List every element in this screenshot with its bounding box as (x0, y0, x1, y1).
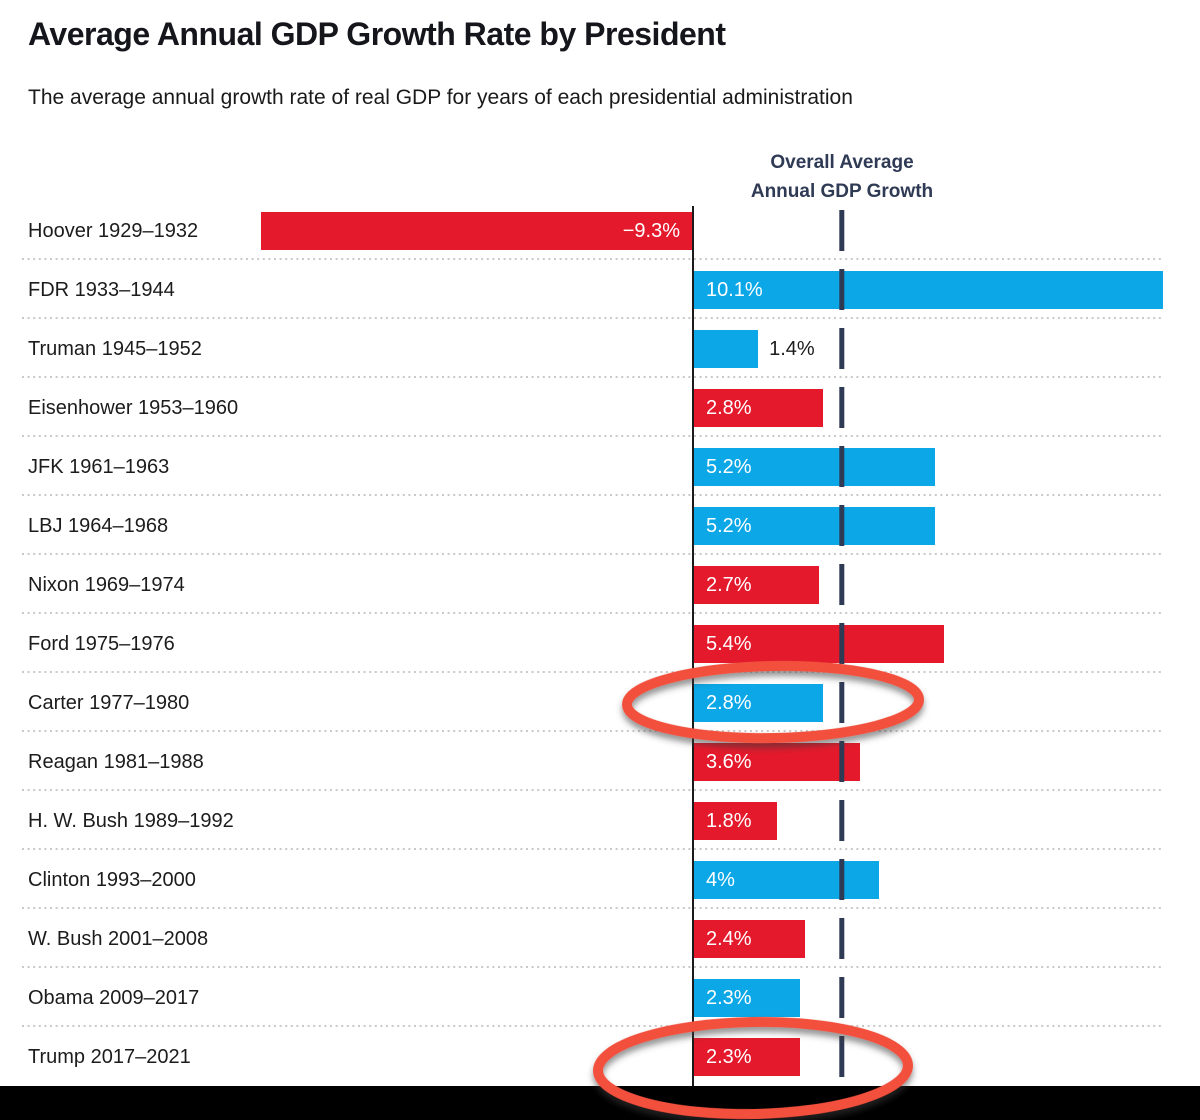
screenshot-bottom-crop (0, 1086, 1200, 1120)
bar-value-label: 2.3% (706, 986, 752, 1009)
president-label: LBJ 1964–1968 (28, 514, 169, 537)
bar-value-label: 2.4% (706, 927, 752, 950)
president-label: Ford 1975–1976 (28, 632, 175, 655)
president-label: H. W. Bush 1989–1992 (28, 809, 234, 832)
gdp-bar: 5.2% (693, 507, 935, 545)
president-label: Nixon 1969–1974 (28, 573, 185, 596)
president-label: Hoover 1929–1932 (28, 219, 199, 242)
bar-value-label: 10.1% (706, 278, 763, 301)
gdp-bar: 3.6% (693, 743, 861, 781)
page-title: Average Annual GDP Growth Rate by Presid… (28, 16, 726, 52)
bar-value-label: 2.3% (706, 1045, 752, 1068)
bar-value-label: 5.4% (706, 632, 752, 655)
president-label: Truman 1945–1952 (28, 337, 202, 360)
gdp-bar: 5.4% (693, 625, 945, 663)
president-label: Reagan 1981–1988 (28, 750, 204, 773)
bar-value-label: 3.6% (706, 750, 752, 773)
president-label: JFK 1961–1963 (28, 455, 170, 478)
gdp-bar: 4% (693, 861, 879, 899)
president-label: Clinton 1993–2000 (28, 868, 196, 891)
gdp-bar: 10.1% (693, 271, 1163, 309)
gdp-bar (693, 330, 759, 368)
bar-value-label: 1.8% (706, 809, 752, 832)
red-circle-annotation (622, 660, 924, 744)
gdp-bar: 2.8% (693, 389, 824, 427)
reference-line-annotation-line2: Annual GDP Growth (750, 181, 934, 202)
president-label: Carter 1977–1980 (28, 691, 190, 714)
president-label: Eisenhower 1953–1960 (28, 396, 239, 419)
gdp-bar: 2.3% (693, 1038, 800, 1076)
bar-value-label: 4% (706, 868, 735, 891)
bar-value-label: 2.7% (706, 573, 752, 596)
gdp-bar: 2.3% (693, 979, 800, 1017)
gdp-bar: 1.8% (693, 802, 777, 840)
president-label: W. Bush 2001–2008 (28, 927, 209, 950)
bar-value-label: 5.2% (706, 455, 752, 478)
bar-value-label: 1.4% (769, 338, 815, 360)
president-label: Obama 2009–2017 (28, 986, 200, 1009)
bar-value-label: 2.8% (706, 396, 752, 419)
reference-line-annotation: Overall Average Annual GDP Growth (692, 148, 992, 206)
bar-value-label: 5.2% (706, 514, 752, 537)
gdp-bar: 2.4% (693, 920, 805, 958)
reference-line-annotation-line1: Overall Average (770, 152, 914, 173)
president-label: Trump 2017–2021 (28, 1045, 191, 1068)
gdp-bar: 2.8% (693, 684, 824, 722)
page-subtitle: The average annual growth rate of real G… (28, 86, 853, 109)
gdp-bar: −9.3% (260, 212, 693, 250)
gdp-bar: 2.7% (693, 566, 819, 604)
bar-value-label: 2.8% (706, 691, 752, 714)
bar-value-label: −9.3% (622, 219, 680, 242)
red-circle-annotation (593, 1016, 913, 1120)
gdp-bar: 5.2% (693, 448, 935, 486)
president-label: FDR 1933–1944 (28, 278, 175, 301)
